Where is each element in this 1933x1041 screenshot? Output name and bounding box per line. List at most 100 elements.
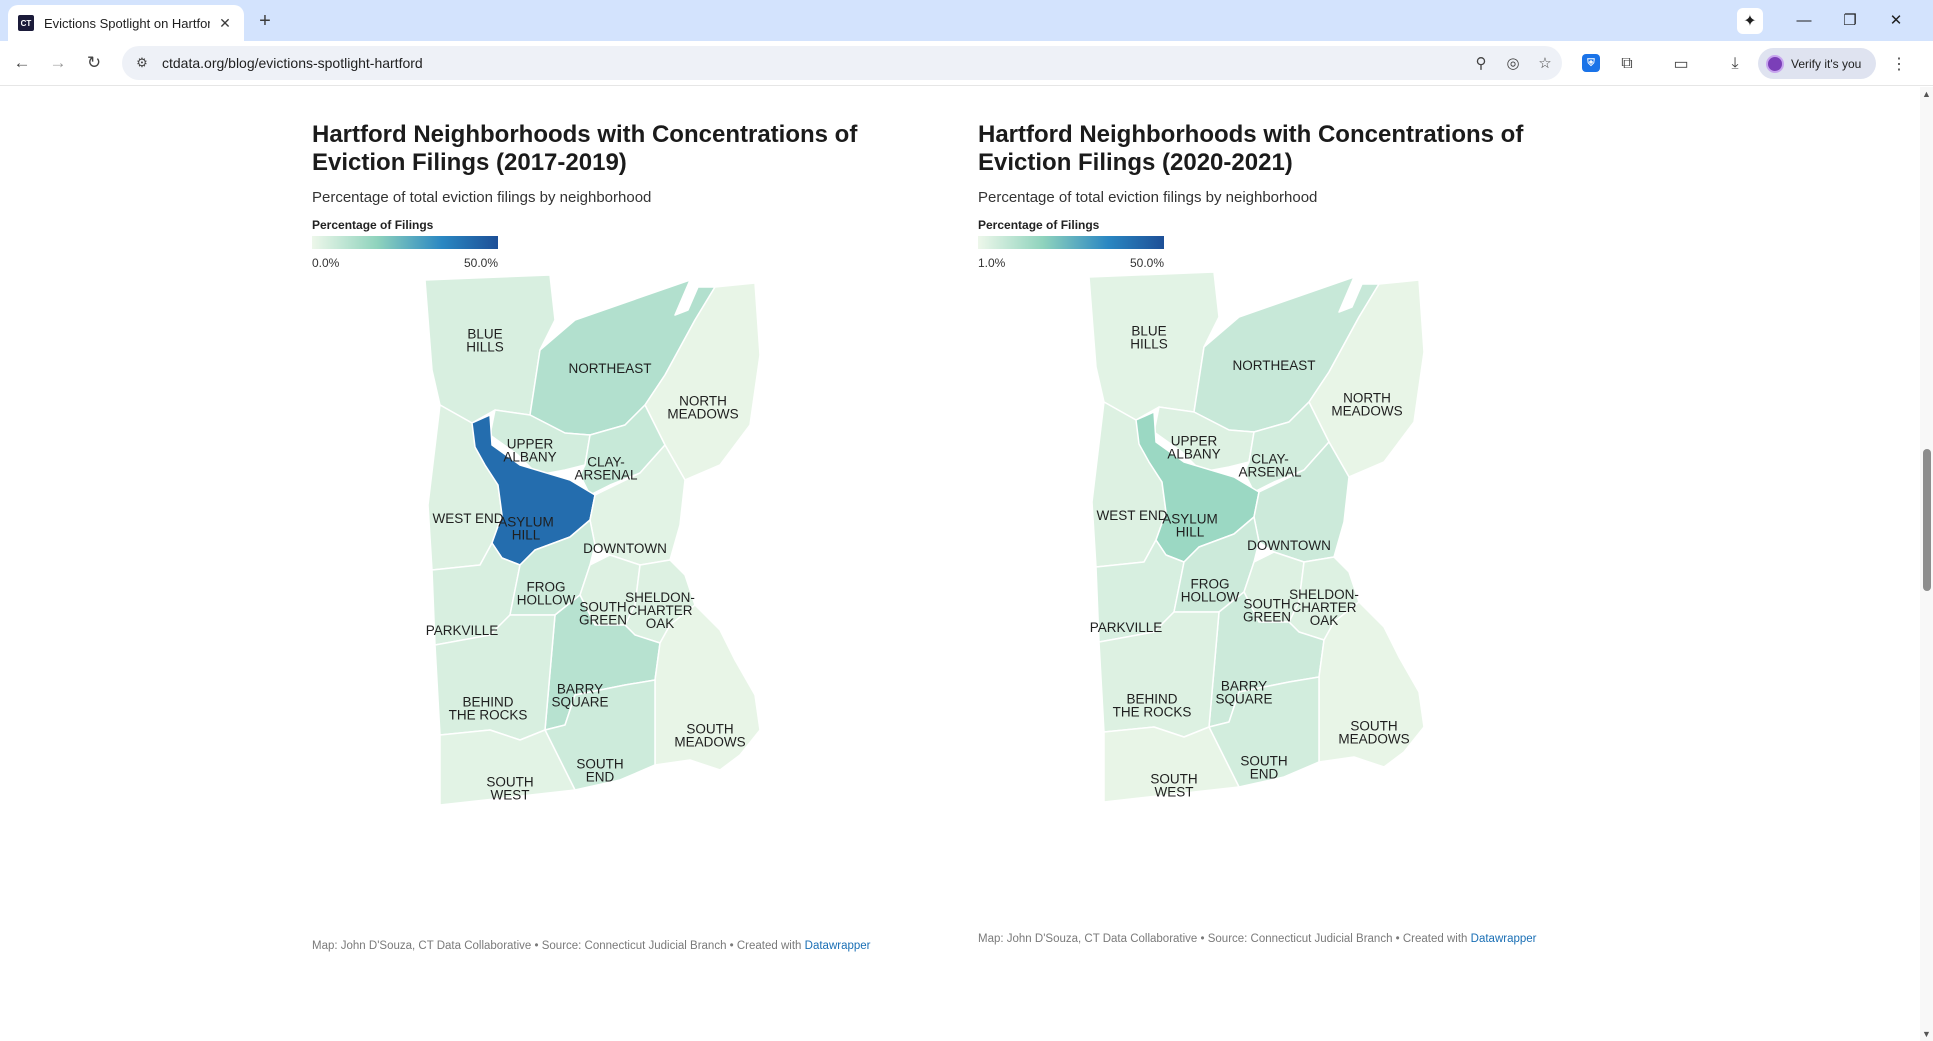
legend-min-label: 0.0%: [312, 256, 340, 270]
active-tab[interactable]: CT Evictions Spotlight on Hartford ✕: [8, 5, 244, 41]
neighborhood-label-west-end: WEST END: [1096, 508, 1167, 523]
address-bar[interactable]: ⚙ ctdata.org/blog/evictions-spotlight-ha…: [122, 46, 1562, 80]
neighborhood-label-line: DOWNTOWN: [1247, 538, 1331, 553]
reload-icon[interactable]: ↻: [86, 53, 102, 72]
profile-avatar: [1766, 54, 1784, 73]
neighborhood-label-line: BLUE: [467, 327, 502, 342]
forward-icon[interactable]: →: [49, 53, 67, 72]
neighborhood-label-line: HILL: [512, 528, 541, 543]
more-menu-icon[interactable]: ⋮: [1891, 56, 1907, 73]
neighborhood-label-line: PARKVILLE: [1090, 620, 1163, 635]
neighborhood-south-west[interactable]: [1103, 726, 1240, 803]
site-settings-icon[interactable]: ⚙: [136, 55, 148, 70]
password-manager-icon[interactable]: ⛨: [1582, 54, 1600, 72]
neighborhood-label-line: HILLS: [1130, 337, 1168, 352]
neighborhood-label-south-meadows: SOUTH MEADOWS: [674, 722, 745, 750]
neighborhood-label-sheldon-charter-oak: SHELDON-CHARTER OAK: [1289, 587, 1359, 628]
datawrapper-link[interactable]: Datawrapper: [804, 940, 871, 952]
neighborhood-label-line: SOUTH: [1150, 772, 1197, 787]
neighborhood-label-line: CLAY-: [1251, 452, 1289, 467]
extensions-icon[interactable]: ⧉: [1621, 55, 1633, 72]
neighborhood-label-line: SQUARE: [551, 695, 608, 710]
neighborhood-label-line: SOUTH: [579, 600, 626, 615]
neighborhood-south-west[interactable]: [439, 729, 576, 806]
neighborhood-label-line: SHELDON-: [1289, 587, 1359, 602]
neighborhood-label-line: MEADOWS: [667, 407, 738, 422]
neighborhood-label-line: END: [1250, 767, 1279, 782]
download-icon[interactable]: ⤓: [1731, 55, 1739, 72]
neighborhood-label-line: ALBANY: [503, 450, 556, 465]
neighborhood-label-behind-the-rocks: BEHIND THE ROCKS: [449, 695, 528, 723]
bookmark-star-icon[interactable]: ☆: [1538, 55, 1552, 72]
neighborhood-label-line: SOUTH: [686, 722, 733, 737]
scrollbar-thumb[interactable]: [1923, 449, 1931, 591]
neighborhood-label-line: UPPER: [507, 437, 554, 452]
scroll-down-arrow-icon[interactable]: ▼: [1922, 1029, 1931, 1039]
back-icon[interactable]: ←: [13, 53, 31, 72]
verify-profile-button[interactable]: Verify it's you: [1758, 48, 1876, 79]
legend-ticks: 1.0% 50.0%: [978, 256, 1164, 270]
neighborhood-label-south-west: SOUTH WEST: [486, 775, 533, 803]
neighborhood-clay-arsenal[interactable]: [579, 404, 666, 496]
map-chart-2017-2019: Hartford Neighborhoods with Concentratio…: [312, 121, 952, 270]
neighborhood-upper-albany[interactable]: [489, 409, 591, 476]
tracking-protection-icon[interactable]: ◎: [1506, 55, 1520, 72]
page-scrollbar[interactable]: ▲ ▼: [1920, 87, 1933, 1041]
neighborhood-label-clay-arsenal: CLAY-ARSENAL: [1238, 452, 1302, 480]
neighborhood-label-line: SOUTH: [576, 757, 623, 772]
legend-max-label: 50.0%: [463, 256, 498, 270]
neighborhood-label-line: CHARTER: [1291, 600, 1356, 615]
verify-label: Verify it's you: [1791, 56, 1862, 71]
neighborhood-label-south-green: SOUTH GREEN: [1243, 597, 1291, 625]
tab-search-icon[interactable]: ▭: [1673, 56, 1689, 73]
neighborhood-label-northeast: NORTHEAST: [1232, 358, 1315, 373]
chart-subtitle: Percentage of total eviction filings by …: [978, 189, 1318, 206]
neighborhood-label-line: THE ROCKS: [1113, 705, 1192, 720]
new-tab-button[interactable]: +: [259, 9, 271, 32]
neighborhood-label-parkville: PARKVILLE: [426, 623, 499, 638]
page-content: Hartford Neighborhoods with Concentratio…: [0, 87, 1920, 1041]
neighborhood-label-line: OAK: [646, 616, 675, 631]
restore-button[interactable]: ❐: [1843, 12, 1857, 29]
chart-title: Hartford Neighborhoods with Concentratio…: [978, 121, 1524, 176]
neighborhood-label-line: SOUTH: [1240, 754, 1287, 769]
neighborhood-label-south-end: SOUTH END: [576, 757, 623, 785]
neighborhood-label-line: ASYLUM: [1162, 512, 1218, 527]
neighborhood-label-line: OAK: [1310, 613, 1339, 628]
legend-min-label: 1.0%: [978, 256, 1006, 270]
close-window-button[interactable]: ✕: [1889, 12, 1903, 29]
neighborhood-label-upper-albany: UPPER ALBANY: [1167, 434, 1220, 462]
url-text[interactable]: ctdata.org/blog/evictions-spotlight-hart…: [162, 55, 423, 71]
neighborhood-label-line: WEST: [1155, 785, 1194, 800]
neighborhood-label-north-meadows: NORTH MEADOWS: [1331, 391, 1402, 419]
neighborhood-label-line: HOLLOW: [517, 593, 576, 608]
map-credit-line: Map: John D'Souza, CT Data Collaborative…: [312, 940, 871, 952]
minimize-button[interactable]: —: [1796, 11, 1812, 29]
chart-title: Hartford Neighborhoods with Concentratio…: [312, 121, 858, 176]
site-favicon-icon: CT: [18, 15, 34, 31]
scroll-up-arrow-icon[interactable]: ▲: [1922, 89, 1931, 99]
neighborhood-label-sheldon-charter-oak: SHELDON-CHARTER OAK: [625, 590, 695, 631]
neighborhood-label-line: WEST END: [432, 511, 503, 526]
legend-title: Percentage of Filings: [978, 218, 1100, 232]
neighborhood-label-downtown: DOWNTOWN: [1247, 538, 1331, 553]
close-tab-icon[interactable]: ✕: [219, 14, 231, 31]
legend-title: Percentage of Filings: [312, 218, 434, 232]
neighborhood-label-blue-hills: BLUE HILLS: [466, 327, 504, 355]
neighborhood-clay-arsenal[interactable]: [1243, 401, 1330, 493]
neighborhood-label-line: FROG: [1191, 577, 1230, 592]
zoom-icon[interactable]: ⚲: [1475, 55, 1487, 72]
neighborhood-upper-albany[interactable]: [1153, 406, 1255, 473]
tab-strip: CT Evictions Spotlight on Hartford ✕ + ✦…: [0, 0, 1933, 41]
neighborhood-label-downtown: DOWNTOWN: [583, 541, 667, 556]
datawrapper-link[interactable]: Datawrapper: [1470, 933, 1537, 945]
neighborhood-label-line: WEST END: [1096, 508, 1167, 523]
gemini-icon[interactable]: ✦: [1737, 8, 1763, 34]
neighborhood-label-line: SOUTH: [486, 775, 533, 790]
neighborhood-label-line: DOWNTOWN: [583, 541, 667, 556]
map-credit-line: Map: John D'Souza, CT Data Collaborative…: [978, 933, 1537, 945]
neighborhood-label-south-green: SOUTH GREEN: [579, 600, 627, 628]
neighborhood-label-south-meadows: SOUTH MEADOWS: [1338, 719, 1409, 747]
neighborhood-label-line: NORTHEAST: [1232, 358, 1315, 373]
